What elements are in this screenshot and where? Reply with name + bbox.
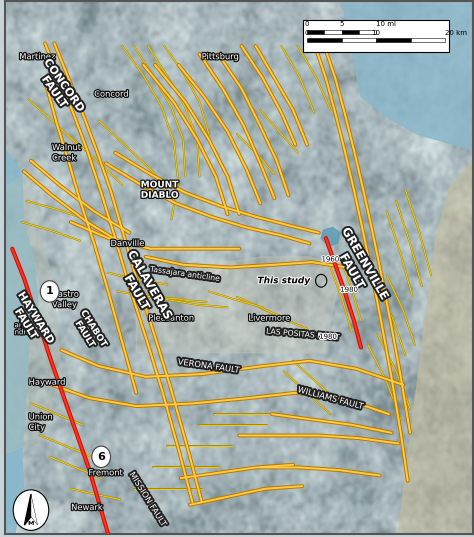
Polygon shape [137, 257, 342, 353]
Text: 1980: 1980 [319, 334, 337, 340]
Text: VERONA FAULT: VERONA FAULT [177, 357, 240, 375]
Text: LAS POSITAS FAULT: LAS POSITAS FAULT [266, 326, 339, 342]
Text: Union
City: Union City [28, 412, 53, 432]
Polygon shape [389, 161, 474, 534]
Text: GREENVILLE
FAULT: GREENVILLE FAULT [326, 225, 391, 310]
Text: 10: 10 [372, 31, 381, 37]
Text: Walnut
Creek: Walnut Creek [52, 143, 81, 162]
Polygon shape [321, 227, 340, 246]
Text: 1: 1 [46, 286, 54, 296]
Text: 0: 0 [305, 31, 310, 37]
Text: HAYWARD
FAULT: HAYWARD FAULT [6, 290, 55, 351]
Text: Castro
Valley: Castro Valley [52, 290, 79, 309]
Text: an
ndro: an ndro [15, 322, 30, 335]
Text: Tassajara anticline: Tassajara anticline [149, 264, 221, 283]
FancyBboxPatch shape [303, 20, 449, 53]
Text: Fremont: Fremont [89, 468, 123, 477]
Circle shape [13, 490, 49, 531]
Polygon shape [5, 427, 24, 534]
Text: 1960: 1960 [321, 256, 339, 263]
Bar [307, 30, 324, 34]
Polygon shape [31, 494, 37, 525]
Text: CHABOT
FAULT: CHABOT FAULT [70, 308, 109, 354]
Text: This study: This study [257, 276, 310, 285]
Text: MISSION FAULT: MISSION FAULT [128, 470, 168, 528]
Bar [342, 30, 359, 34]
Text: M: M [28, 521, 34, 526]
Text: Newark: Newark [71, 503, 103, 512]
Polygon shape [24, 494, 31, 525]
Polygon shape [5, 150, 38, 534]
Text: 0: 0 [305, 21, 310, 27]
Text: MOUNT
DIABLO: MOUNT DIABLO [141, 180, 179, 200]
Text: Pleasanton: Pleasanton [148, 314, 195, 323]
Circle shape [40, 281, 59, 302]
Polygon shape [5, 171, 62, 454]
Text: Martinez: Martinez [19, 52, 56, 61]
Text: Concord: Concord [94, 90, 129, 99]
Text: 6: 6 [97, 452, 105, 462]
Polygon shape [342, 1, 474, 150]
Text: WILLIAMS FAULT: WILLIAMS FAULT [297, 385, 365, 411]
Text: 5: 5 [339, 21, 344, 27]
Text: CONCORD
FAULT: CONCORD FAULT [32, 57, 86, 120]
Bar [324, 30, 342, 34]
Text: Livermore: Livermore [248, 314, 291, 323]
Bar [342, 38, 376, 42]
Bar [376, 38, 410, 42]
Text: 10 mi: 10 mi [376, 21, 396, 27]
Bar [410, 38, 445, 42]
Text: Danville: Danville [110, 239, 145, 248]
Text: Hayward: Hayward [28, 378, 66, 387]
Bar [359, 30, 376, 34]
Text: Pittsburg: Pittsburg [201, 52, 239, 61]
Text: 1980: 1980 [340, 287, 358, 293]
Text: 20 km: 20 km [445, 31, 467, 37]
Circle shape [92, 446, 110, 467]
Bar [307, 38, 342, 42]
Text: CALAVERAS
FAULT: CALAVERAS FAULT [112, 248, 175, 329]
